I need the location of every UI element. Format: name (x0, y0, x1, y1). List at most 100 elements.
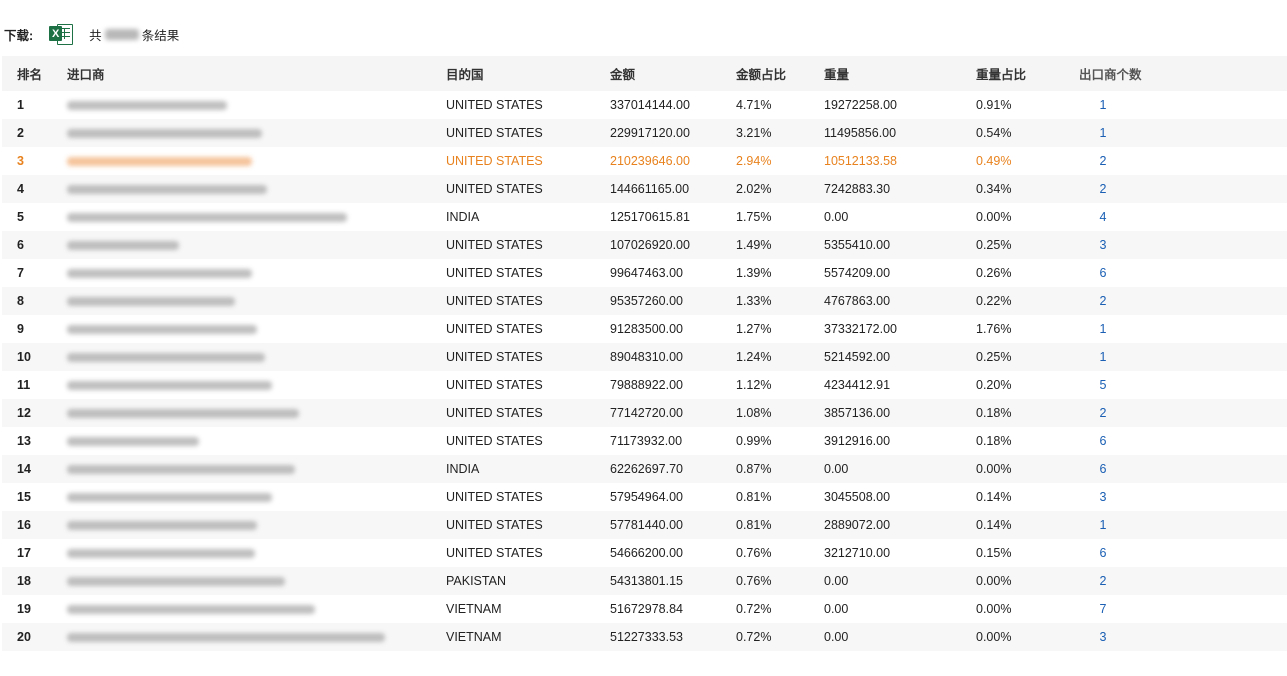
importer-name-redacted[interactable] (67, 465, 295, 475)
importer-name-redacted[interactable] (67, 437, 199, 447)
table-row[interactable]: 1 UNITED STATES 337014144.00 4.71% 19272258.… (2, 91, 1287, 119)
importer-name-redacted[interactable] (67, 269, 252, 279)
importers-table-container: 排名 进口商 目的国 金额 金额占比 重量 重量占比 出口商个数 1 UNITED… (2, 56, 1287, 651)
importer-name-redacted[interactable] (67, 241, 179, 251)
importer-name-redacted[interactable] (67, 325, 257, 335)
cell-importer-redacted (67, 175, 446, 203)
importer-name-redacted[interactable] (67, 605, 315, 615)
importer-name-redacted[interactable] (67, 157, 252, 167)
importer-name-redacted[interactable] (67, 381, 272, 391)
cell-weight-share: 0.00% (976, 623, 1073, 651)
exporter-count-link[interactable]: 1 (1099, 126, 1107, 140)
exporter-count-link[interactable]: 1 (1099, 322, 1107, 336)
cell-amount: 79888922.00 (610, 371, 736, 399)
exporter-count-link[interactable]: 1 (1099, 98, 1107, 112)
importer-name-redacted[interactable] (67, 101, 227, 111)
exporter-count-link[interactable]: 3 (1099, 490, 1107, 504)
toolbar: 下载: X 共 条结果 (4, 22, 179, 46)
table-row[interactable]: 14 INDIA 62262697.70 0.87% 0.00 0.00% 6 (2, 455, 1287, 483)
cell-importer-redacted (67, 91, 446, 119)
cell-exporter-count: 3 (1073, 483, 1287, 511)
cell-country: PAKISTAN (446, 567, 610, 595)
col-header-importer[interactable]: 进口商 (67, 56, 446, 91)
exporter-count-link[interactable]: 2 (1099, 574, 1107, 588)
importer-name-redacted[interactable] (67, 493, 272, 503)
importer-name-redacted[interactable] (67, 297, 235, 307)
importer-name-redacted[interactable] (67, 409, 299, 419)
exporter-count-link[interactable]: 6 (1099, 462, 1107, 476)
cell-exporter-count: 3 (1073, 623, 1287, 651)
cell-importer-redacted (67, 371, 446, 399)
col-header-weight-share[interactable]: 重量占比 (976, 56, 1073, 91)
cell-amount-share: 0.72% (736, 595, 824, 623)
exporter-count-link[interactable]: 5 (1099, 378, 1107, 392)
result-count-prefix: 共 (89, 28, 102, 43)
table-row[interactable]: 5 INDIA 125170615.81 1.75% 0.00 0.00% 4 (2, 203, 1287, 231)
table-row[interactable]: 7 UNITED STATES 99647463.00 1.39% 5574209.00… (2, 259, 1287, 287)
col-header-rank[interactable]: 排名 (2, 56, 67, 91)
cell-weight: 2889072.00 (824, 511, 976, 539)
exporter-count-link[interactable]: 4 (1099, 210, 1107, 224)
col-header-amount[interactable]: 金额 (610, 56, 736, 91)
cell-exporter-count: 6 (1073, 427, 1287, 455)
cell-exporter-count: 1 (1073, 343, 1287, 371)
table-row[interactable]: 9 UNITED STATES 91283500.00 1.27% 37332172.0… (2, 315, 1287, 343)
exporter-count-link[interactable]: 6 (1099, 266, 1107, 280)
cell-rank: 19 (2, 595, 67, 623)
exporter-count-link[interactable]: 6 (1099, 434, 1107, 448)
exporter-count-link[interactable]: 2 (1099, 182, 1107, 196)
cell-amount: 57781440.00 (610, 511, 736, 539)
col-header-country[interactable]: 目的国 (446, 56, 610, 91)
table-row[interactable]: 12 UNITED STATES 77142720.00 1.08% 3857136.0… (2, 399, 1287, 427)
exporter-count-link[interactable]: 2 (1099, 294, 1107, 308)
table-header-row: 排名 进口商 目的国 金额 金额占比 重量 重量占比 出口商个数 (2, 56, 1287, 91)
col-header-exporter-count[interactable]: 出口商个数 (1073, 56, 1287, 91)
cell-weight-share: 0.00% (976, 567, 1073, 595)
cell-weight: 37332172.00 (824, 315, 976, 343)
importer-name-redacted[interactable] (67, 185, 267, 195)
cell-importer-redacted (67, 231, 446, 259)
cell-exporter-count: 2 (1073, 287, 1287, 315)
cell-exporter-count: 6 (1073, 455, 1287, 483)
cell-weight: 11495856.00 (824, 119, 976, 147)
cell-weight: 0.00 (824, 595, 976, 623)
table-row[interactable]: 16 UNITED STATES 57781440.00 0.81% 2889072.0… (2, 511, 1287, 539)
table-row[interactable]: 19 VIETNAM 51672978.84 0.72% 0.00 0.00% 7 (2, 595, 1287, 623)
table-row[interactable]: 10 UNITED STATES 89048310.00 1.24% 5214592.0… (2, 343, 1287, 371)
table-row[interactable]: 20 VIETNAM 51227333.53 0.72% 0.00 0.00% 3 (2, 623, 1287, 651)
cell-importer-redacted (67, 315, 446, 343)
exporter-count-link[interactable]: 2 (1099, 154, 1107, 168)
cell-weight-share: 0.25% (976, 231, 1073, 259)
exporter-count-link[interactable]: 3 (1099, 630, 1107, 644)
col-header-weight[interactable]: 重量 (824, 56, 976, 91)
exporter-count-link[interactable]: 1 (1099, 350, 1107, 364)
importer-name-redacted[interactable] (67, 213, 347, 223)
importer-name-redacted[interactable] (67, 633, 385, 643)
table-row[interactable]: 4 UNITED STATES 144661165.00 2.02% 7242883.3… (2, 175, 1287, 203)
exporter-count-link[interactable]: 6 (1099, 546, 1107, 560)
excel-icon[interactable]: X (49, 23, 74, 45)
cell-weight: 0.00 (824, 203, 976, 231)
table-row[interactable]: 6 UNITED STATES 107026920.00 1.49% 5355410.0… (2, 231, 1287, 259)
table-row[interactable]: 2 UNITED STATES 229917120.00 3.21% 11495856.… (2, 119, 1287, 147)
exporter-count-link[interactable]: 7 (1099, 602, 1107, 616)
cell-importer-redacted (67, 119, 446, 147)
importer-name-redacted[interactable] (67, 129, 262, 139)
exporter-count-link[interactable]: 2 (1099, 406, 1107, 420)
table-row[interactable]: 15 UNITED STATES 57954964.00 0.81% 3045508.0… (2, 483, 1287, 511)
cell-importer-redacted (67, 427, 446, 455)
exporter-count-link[interactable]: 3 (1099, 238, 1107, 252)
cell-amount-share: 0.72% (736, 623, 824, 651)
importer-name-redacted[interactable] (67, 521, 257, 531)
table-row[interactable]: 8 UNITED STATES 95357260.00 1.33% 4767863.00… (2, 287, 1287, 315)
table-row[interactable]: 3 UNITED STATES 210239646.00 2.94% 10512133.… (2, 147, 1287, 175)
exporter-count-link[interactable]: 1 (1099, 518, 1107, 532)
table-row[interactable]: 13 UNITED STATES 71173932.00 0.99% 3912916.0… (2, 427, 1287, 455)
importer-name-redacted[interactable] (67, 577, 285, 587)
importer-name-redacted[interactable] (67, 549, 255, 559)
importer-name-redacted[interactable] (67, 353, 265, 363)
col-header-amount-share[interactable]: 金额占比 (736, 56, 824, 91)
table-row[interactable]: 18 PAKISTAN 54313801.15 0.76% 0.00 0.00% 2 (2, 567, 1287, 595)
table-row[interactable]: 11 UNITED STATES 79888922.00 1.12% 4234412.9… (2, 371, 1287, 399)
table-row[interactable]: 17 UNITED STATES 54666200.00 0.76% 3212710.0… (2, 539, 1287, 567)
